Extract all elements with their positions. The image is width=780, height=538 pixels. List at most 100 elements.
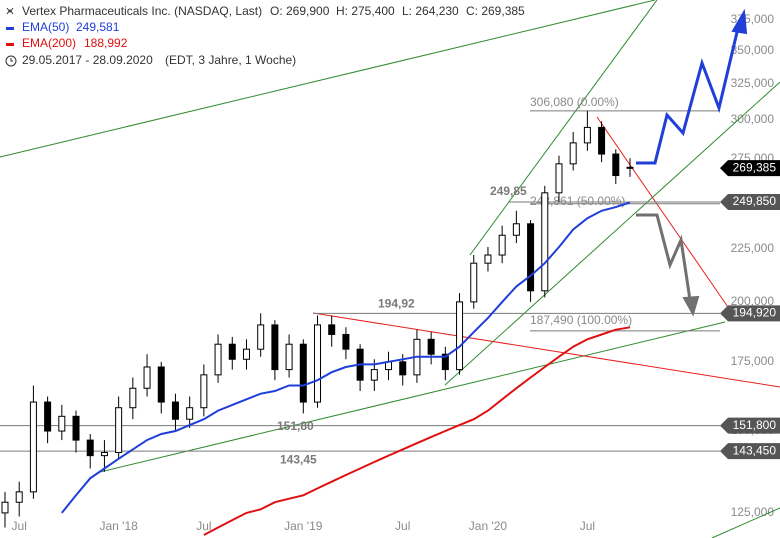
candle-body — [569, 142, 577, 165]
candle-body — [72, 415, 80, 441]
candle-body — [598, 126, 606, 155]
quote-high: H: 275,400 — [336, 4, 395, 18]
candle-body — [228, 343, 236, 360]
legend-label: EMA(200) — [22, 36, 76, 50]
date-range: 29.05.2017 - 28.09.2020 — [22, 53, 153, 67]
candle-body — [143, 366, 151, 389]
level-price-label: 194,920 — [733, 306, 777, 320]
candle-body — [285, 343, 293, 371]
projection-arrow — [636, 213, 692, 301]
candle-body — [299, 343, 307, 403]
quote-open: O: 269,900 — [270, 4, 330, 18]
candle-body — [242, 348, 250, 360]
level-label: 143,45 — [280, 452, 317, 466]
candle-body — [100, 451, 108, 457]
candle-body — [484, 254, 492, 264]
indicator-lines — [61, 201, 631, 536]
header: Vertex Pharmaceuticals Inc. (NASDAQ, Las… — [5, 4, 525, 67]
trend-line — [469, 0, 658, 256]
legend-value: 188,992 — [84, 36, 128, 50]
x-tick-label: Jul — [395, 519, 410, 533]
level-label: 248,861 (50.00%) — [530, 194, 625, 208]
candle-body — [214, 343, 222, 376]
candle-body — [342, 333, 350, 350]
candle-body — [157, 366, 165, 403]
candle-body — [399, 361, 407, 376]
quote-low: L: 264,230 — [402, 4, 459, 18]
candle-body — [58, 415, 66, 432]
legend-label: EMA(50) — [22, 20, 69, 34]
candle-body — [15, 491, 23, 503]
trend-line — [99, 321, 726, 473]
level-label: 151,80 — [277, 419, 314, 433]
last-price — [720, 160, 780, 177]
candle-body — [555, 163, 563, 194]
candle-body — [512, 223, 520, 236]
x-tick-label: Jan '19 — [284, 519, 323, 533]
trend-line — [312, 312, 780, 388]
level-price — [720, 443, 780, 460]
candle-body — [541, 192, 549, 292]
candle-body — [314, 324, 321, 403]
ema-line — [203, 326, 631, 536]
legend-swatch — [6, 27, 14, 30]
candle-body — [29, 401, 37, 493]
x-tick-label: Jul — [12, 519, 27, 533]
x-tick-label: Jul — [580, 519, 595, 533]
x-tick-label: Jul — [196, 519, 211, 533]
y-tick-label: 175,000 — [731, 354, 775, 368]
candle-body — [370, 369, 378, 381]
quote-close: C: 269,385 — [466, 4, 525, 18]
candle-body — [328, 324, 336, 335]
candle-body — [470, 262, 478, 303]
trend-line — [444, 81, 780, 386]
ema-line — [61, 201, 631, 514]
candle-body — [186, 407, 194, 420]
level-price-label: 151,800 — [733, 418, 777, 432]
trend-line — [0, 0, 656, 158]
candle-body — [427, 338, 435, 355]
level-label: 194,92 — [378, 297, 415, 311]
clock-hand — [10, 58, 13, 62]
x-tick-label: Jan '20 — [469, 519, 508, 533]
candle-body — [44, 401, 52, 432]
level-price — [720, 305, 780, 322]
trend-line — [596, 116, 731, 311]
candle-body — [200, 374, 208, 409]
candle-body — [612, 153, 620, 177]
x-tick-label: Jan '18 — [99, 519, 138, 533]
chart-title: Vertex Pharmaceuticals Inc. (NASDAQ, Las… — [22, 4, 262, 18]
level-price-label: 249,850 — [733, 194, 777, 208]
clock-icon — [5, 55, 17, 67]
level-price — [720, 193, 780, 210]
candle-body — [171, 401, 179, 420]
price-markers: 249,850 194,920 151,800 143,450 269,385 — [720, 160, 780, 460]
projections — [636, 8, 748, 317]
y-tick-label: 225,000 — [731, 241, 775, 255]
level-label: 306,080 (0.00%) — [530, 95, 619, 109]
trend-line — [711, 507, 780, 538]
y-tick-label: 200,000 — [731, 294, 775, 308]
candle-body — [498, 234, 506, 256]
chart-icon — [6, 7, 14, 15]
candle-body — [129, 387, 137, 409]
level-price-label: 143,450 — [733, 443, 777, 457]
candle-body — [257, 324, 265, 350]
level-label: 187,490 (100.00%) — [530, 313, 632, 327]
legend-value: 249,581 — [76, 20, 120, 34]
arrow-head — [731, 8, 748, 35]
range-note: (EDT, 3 Jahre, 1 Woche) — [165, 53, 296, 67]
candle-body — [456, 301, 464, 371]
projection-arrow — [636, 27, 740, 165]
candle-body — [583, 126, 591, 144]
level-price — [720, 417, 780, 434]
candle-body — [1, 501, 9, 514]
y-tick-label: 325,000 — [731, 76, 775, 90]
last-price-label: 269,385 — [733, 160, 777, 174]
candle-body — [115, 407, 123, 453]
